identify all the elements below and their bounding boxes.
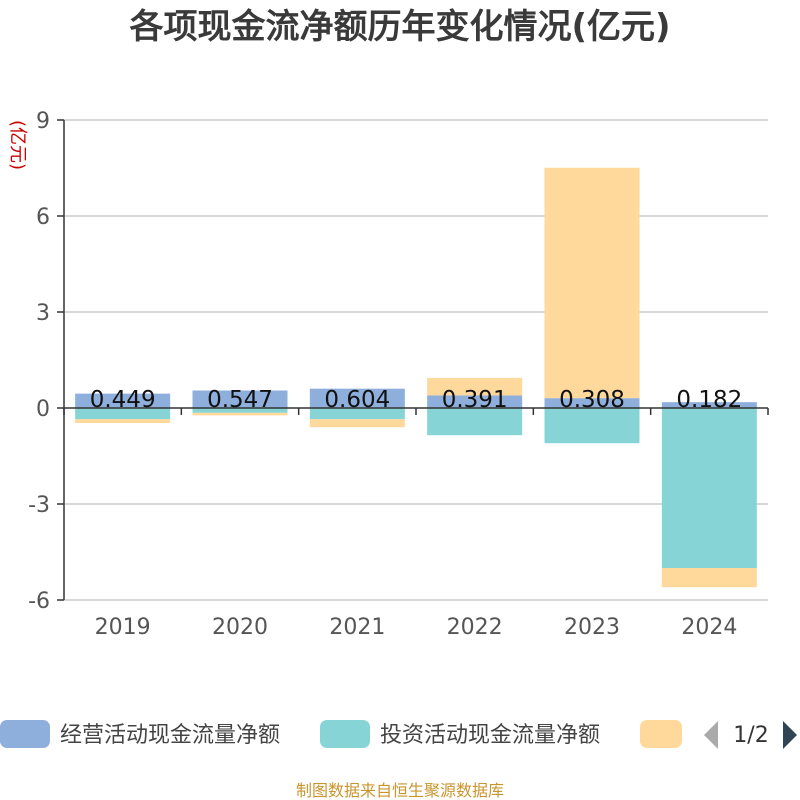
y-tick-label: 3 [36,301,50,326]
x-tick-label: 2024 [681,615,737,640]
data-label: 0.449 [90,387,156,413]
bars [75,167,757,588]
bar-2020-series-1 [192,390,288,408]
bar-2024-series-2 [661,408,757,568]
bar-2019-series-1 [75,393,171,408]
axes: -6 -3 0 3 6 9 2019 2020 2021 2022 2023 2024 [28,109,769,640]
bar-2020-series-2 [192,408,288,413]
bar-2019-series-3 [75,419,171,424]
data-label: 0.391 [442,387,508,413]
bar-2024-series-1 [661,402,757,408]
bar-2022-series-1 [427,395,523,408]
y-tick-label: -6 [28,589,50,614]
x-tick-label: 2021 [329,615,385,640]
bar-2023-series-3 [544,167,640,399]
legend-swatch[interactable] [640,720,682,748]
bar-2023-series-2 [544,408,640,444]
x-tick-label: 2020 [212,615,268,640]
data-label: 0.604 [324,387,390,413]
legend-label[interactable]: 投资活动现金流量净额 [380,723,600,748]
source-note: 制图数据来自恒生聚源数据库 [296,781,504,800]
data-labels: 0.449 0.547 0.604 0.391 0.308 0.182 [90,387,743,413]
data-label: 0.547 [207,387,273,413]
x-tick-label: 2023 [564,615,620,640]
bar-2021-series-1 [309,388,405,408]
bar-2021-series-3 [309,419,405,428]
bar-2019-series-2 [75,408,171,420]
bar-2021-series-2 [309,408,405,420]
legend-page-indicator: 1/2 [733,723,768,748]
chart-title: 各项现金流净额历年变化情况(亿元) [129,7,670,47]
y-axis-label: (亿元) [7,120,28,170]
gridlines [64,119,768,601]
legend-swatch[interactable] [320,720,370,748]
bar-2020-series-3 [192,412,288,416]
legend-next-page-icon[interactable] [783,721,797,749]
bar-2022-series-3 [427,377,523,396]
legend-prev-page-icon[interactable] [704,721,718,749]
data-label: 0.308 [559,387,625,413]
bar-2024-series-3 [661,568,757,588]
x-tick-label: 2019 [95,615,151,640]
y-tick-label: 6 [36,205,50,230]
y-tick-label: 0 [36,397,50,422]
legend: 经营活动现金流量净额 投资活动现金流量净额 1/2 [0,720,797,749]
data-label: 0.182 [676,387,742,413]
legend-label[interactable]: 经营活动现金流量净额 [60,723,280,748]
bar-2022-series-2 [427,408,523,436]
y-tick-label: 9 [36,109,50,134]
bar-2023-series-1 [544,398,640,408]
y-tick-label: -3 [28,493,50,518]
x-tick-label: 2022 [447,615,503,640]
legend-swatch[interactable] [0,720,50,748]
